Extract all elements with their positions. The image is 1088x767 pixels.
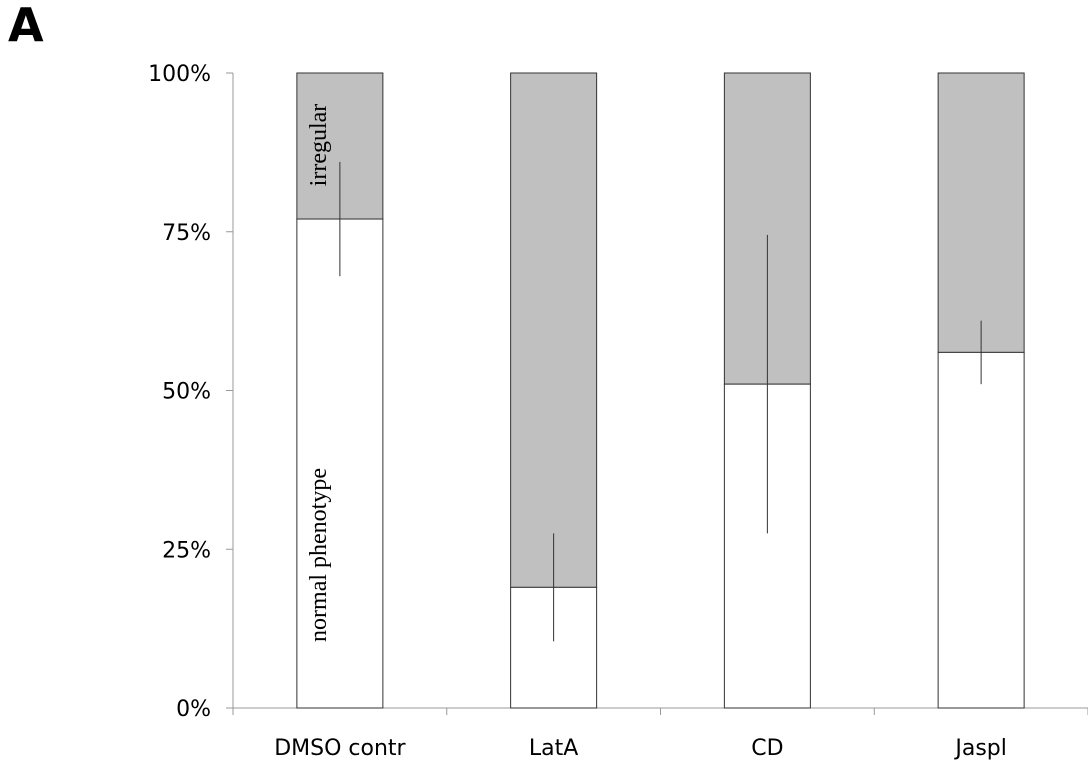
x-tick-label: Jaspl xyxy=(953,736,1007,761)
axes: 0% 25% 50% 75% 100% xyxy=(148,62,1088,722)
x-tick-label: CD xyxy=(751,736,783,761)
y-tick-label: 75% xyxy=(162,221,211,246)
annotation-normal-phenotype: normal phenotype xyxy=(306,468,332,642)
bars xyxy=(296,72,1025,709)
y-tick-label: 50% xyxy=(162,380,211,405)
y-tick-label: 100% xyxy=(148,62,211,87)
annotation-irregular: irregular xyxy=(306,104,332,187)
bar-irregular xyxy=(510,72,598,588)
x-tick-label: DMSO contr xyxy=(274,736,406,761)
bar-irregular xyxy=(937,72,1025,353)
x-tick-label: LatA xyxy=(529,736,578,761)
panel-label: A xyxy=(8,0,44,52)
error-bars xyxy=(339,161,982,642)
bar-normal xyxy=(937,351,1025,709)
labels: DMSO contr LatA CD Jaspl normal phenotype irr… xyxy=(274,104,1007,761)
y-tick-label: 25% xyxy=(162,538,211,563)
y-tick-label: 0% xyxy=(176,697,211,722)
bar-normal xyxy=(296,218,384,709)
